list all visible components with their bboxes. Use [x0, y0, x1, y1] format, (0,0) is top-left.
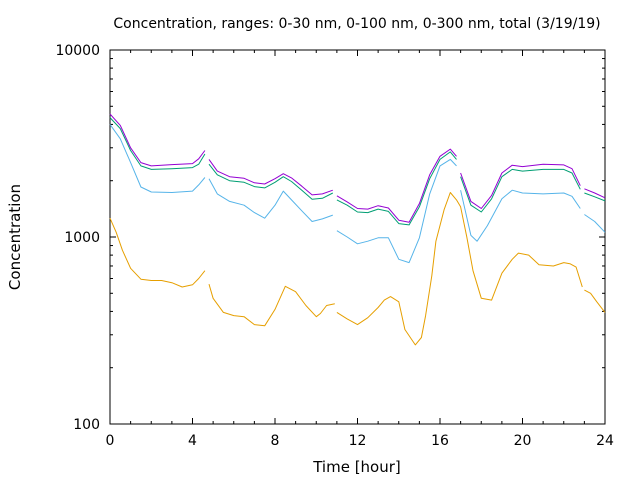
series-4: [109, 113, 606, 223]
series-line: [109, 117, 206, 170]
plot-frame: [109, 49, 606, 425]
series-line: [336, 158, 457, 264]
y-tick-label: 10000: [55, 43, 100, 59]
series-line: [208, 283, 335, 327]
x-tick-label: 0: [106, 433, 115, 449]
chart-title: Concentration, ranges: 0-30 nm, 0-100 nm…: [113, 16, 600, 32]
series-line: [460, 163, 581, 209]
series-line: [109, 113, 206, 167]
series-line: [584, 188, 606, 199]
x-tick-label: 20: [514, 433, 532, 449]
series-2: [109, 124, 606, 264]
series-line: [336, 148, 457, 223]
x-tick-label: 4: [188, 433, 197, 449]
y-tick-label: 1000: [64, 230, 100, 246]
series-line: [208, 178, 333, 222]
series-line: [336, 151, 457, 226]
x-axis-title: Time [hour]: [312, 458, 401, 476]
series-line: [460, 189, 581, 242]
series-layer: [109, 113, 606, 346]
y-axis-ticks: 100 1000 10000: [55, 43, 605, 433]
series-3: [109, 117, 606, 226]
x-tick-label: 12: [349, 433, 367, 449]
plot-border: [109, 49, 606, 425]
x-tick-label: 8: [271, 433, 280, 449]
series-line: [208, 163, 334, 200]
series-1: [109, 192, 606, 346]
series-line: [584, 214, 606, 233]
series-line: [109, 124, 206, 193]
x-tick-label: 16: [431, 433, 449, 449]
series-line: [460, 168, 581, 213]
series-line: [584, 192, 606, 202]
series-line: [584, 289, 606, 313]
x-tick-label: 24: [596, 433, 614, 449]
y-tick-label: 100: [73, 417, 100, 433]
series-line: [336, 192, 583, 346]
series-line: [208, 159, 333, 196]
x-axis-ticks: 0 4 8 12 16 20 24: [106, 50, 614, 449]
series-line: [109, 217, 206, 288]
y-axis-title: Concentration: [6, 184, 24, 290]
